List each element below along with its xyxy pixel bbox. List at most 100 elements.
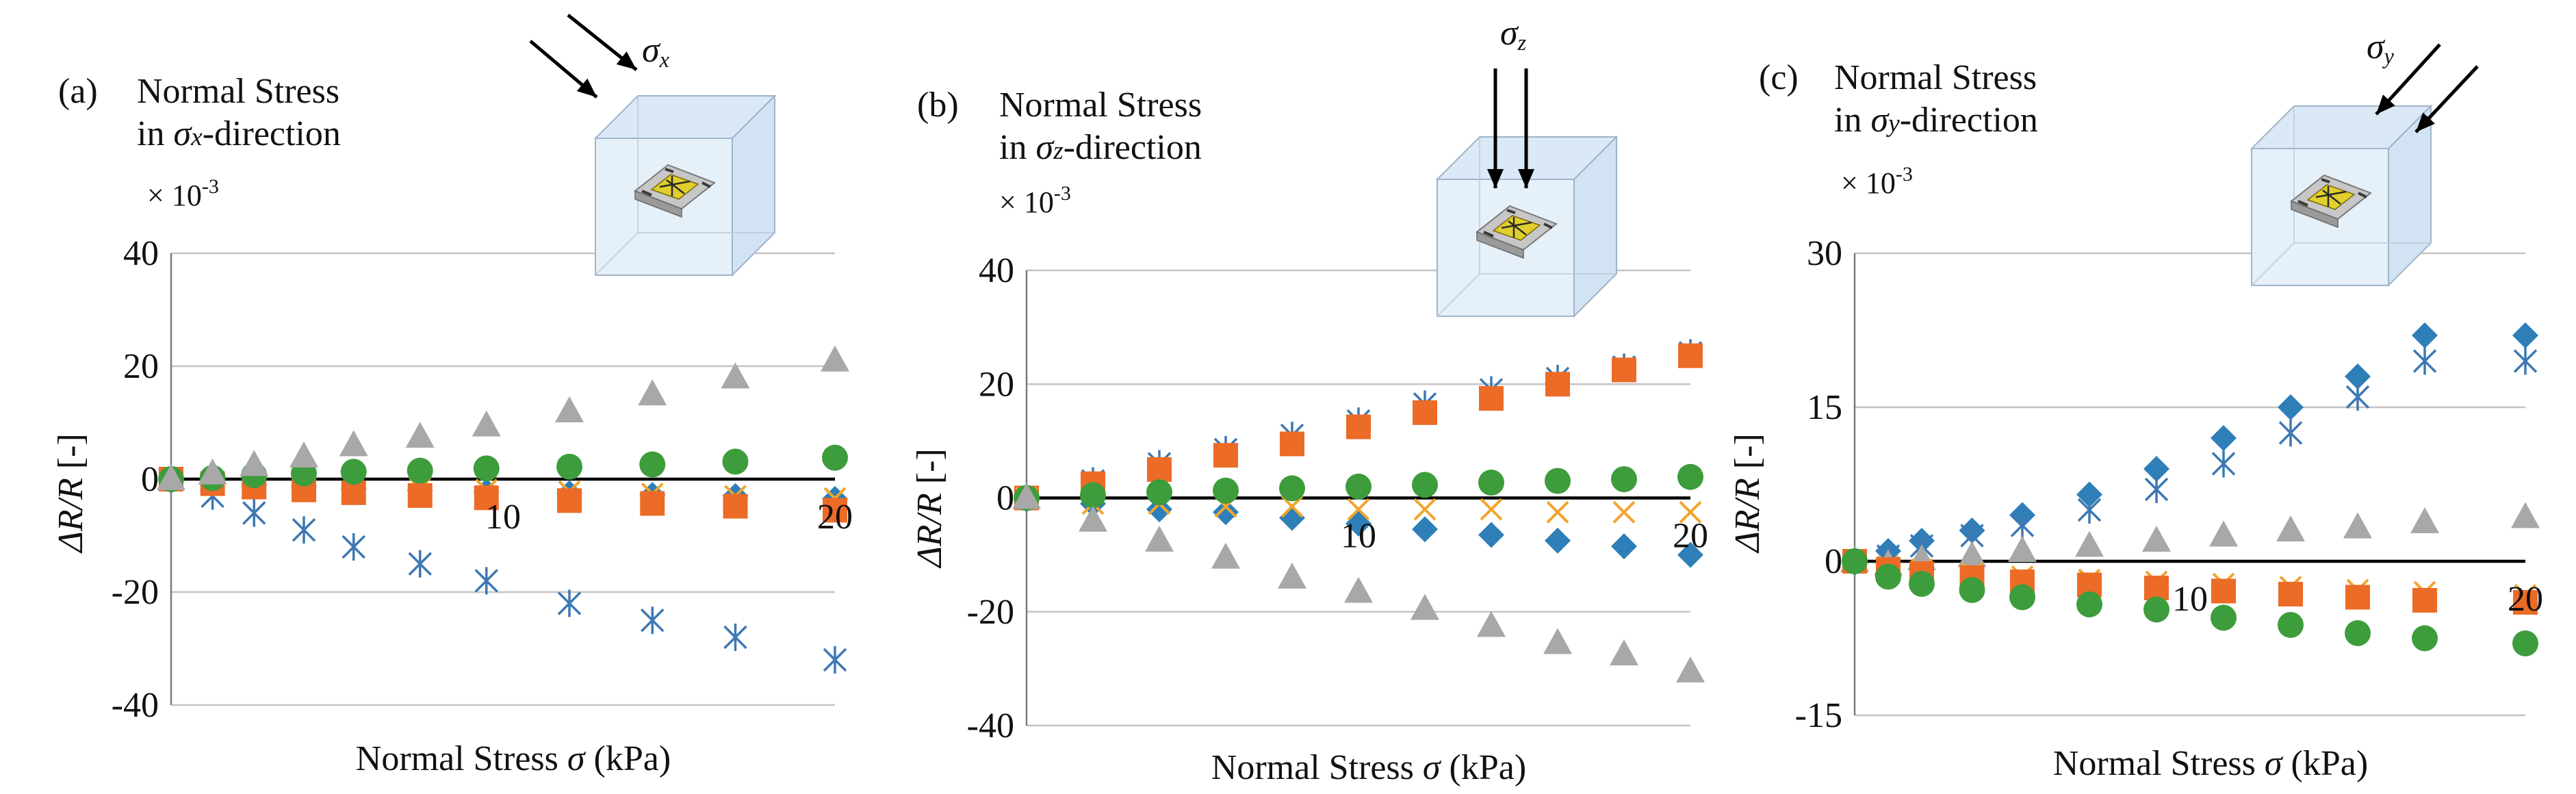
force-arrow-head (2416, 112, 2435, 132)
y-tick-label: 0 (996, 479, 1014, 518)
asterisk-marker (823, 646, 847, 674)
y-tick-label: -20 (112, 573, 159, 612)
asterisk-marker (557, 589, 582, 617)
square-marker (2345, 585, 2370, 610)
circle-marker (473, 455, 500, 482)
title-sigma: σ (1870, 101, 1890, 140)
title-suffix: -direction (203, 114, 341, 153)
circle-marker (639, 451, 666, 478)
xlabel-sigma: σ (1423, 748, 1442, 787)
y-tick-label: 0 (141, 460, 159, 499)
asterisk-marker (2278, 419, 2303, 447)
stress-symbol-sigma: σ (642, 31, 661, 70)
panel-title-line1: Normal Stress (137, 72, 339, 111)
square-marker (2412, 588, 2437, 613)
square-marker (407, 483, 433, 508)
asterisk-marker (242, 499, 266, 527)
multiplier-exponent: -3 (202, 175, 219, 198)
y-tick-label: 20 (979, 365, 1014, 404)
stress-symbol: σz (1500, 14, 1527, 55)
title-prefix: in (1834, 101, 1870, 140)
xlabel-prefix: Normal Stress (2053, 744, 2265, 783)
xlabel-sigma: σ (2265, 744, 2284, 783)
circle-marker (1279, 475, 1305, 502)
multiplier-base: × 10 (1841, 166, 1896, 200)
title-prefix: in (137, 114, 173, 153)
square-marker (2211, 578, 2236, 604)
y-tick-label: -15 (1795, 696, 1842, 735)
square-marker (823, 498, 847, 523)
circle-marker (1909, 571, 1935, 597)
triangle-marker (1477, 611, 1506, 637)
circle-marker (2278, 612, 2304, 638)
sensor-chip-edge (1476, 231, 1524, 259)
circle-marker (1677, 463, 1703, 490)
circle-marker (340, 459, 367, 485)
xlabel-prefix: Normal Stress (356, 739, 567, 778)
y-tick-label: 40 (123, 234, 159, 273)
axis-multiplier: × 10-3 (147, 175, 219, 212)
asterisk-marker (723, 624, 747, 651)
circle-marker (1080, 482, 1106, 509)
triangle-marker (2511, 502, 2540, 528)
asterisk-marker (342, 533, 365, 561)
y-tick-label: 15 (1807, 388, 1842, 427)
ylabel-unit: [-] (51, 433, 90, 478)
xlabel-suffix: (kPa) (585, 739, 671, 778)
circle-marker (407, 457, 433, 484)
x-tick-label: 10 (1341, 517, 1376, 556)
triangle-marker (2343, 512, 2372, 539)
triangle-marker (157, 464, 185, 490)
asterisk-marker (641, 606, 665, 635)
square-marker (1612, 357, 1636, 383)
asterisk-marker (2144, 476, 2169, 503)
square-marker (1213, 443, 1238, 468)
circle-marker (1875, 563, 1901, 590)
square-marker (2278, 582, 2303, 606)
y-tick-label: 30 (1807, 234, 1842, 273)
triangle-marker (1079, 505, 1107, 532)
stress-symbol-sigma: σ (2367, 27, 2386, 66)
triangle-marker (198, 458, 227, 485)
stress-symbol-subscript: x (659, 47, 670, 72)
y-tick-label: -40 (967, 706, 1014, 745)
force-arrow-head (2376, 94, 2395, 114)
triangle-marker (555, 396, 584, 422)
diamond-marker (2512, 322, 2538, 348)
circle-marker (1345, 473, 1371, 500)
cross-marker (1546, 500, 1569, 524)
circle-marker (822, 444, 848, 471)
diamond-marker (2412, 322, 2438, 348)
triangle-marker (2209, 520, 2238, 547)
square-marker (1147, 457, 1172, 482)
triangle-marker (2075, 530, 2104, 557)
square-marker (723, 494, 748, 519)
triangle-marker (2276, 515, 2305, 541)
title-subscript: x (190, 123, 203, 151)
multiplier-base: × 10 (147, 179, 202, 212)
circle-marker (1478, 470, 1504, 496)
triangle-marker (1278, 562, 1306, 589)
asterisk-marker (292, 516, 316, 544)
sensor-chip-contacts (641, 168, 711, 196)
diamond-marker (1611, 533, 1637, 560)
y-tick-label: -20 (967, 593, 1014, 632)
x-tick-label: 20 (2508, 580, 2543, 619)
asterisk-marker (2211, 450, 2236, 478)
y-tick-label: 20 (123, 347, 159, 386)
title-prefix: in (999, 128, 1035, 167)
square-marker (640, 491, 665, 516)
cross-marker (1413, 498, 1437, 521)
asterisk-marker (2345, 383, 2370, 411)
triangle-marker (1411, 593, 1439, 620)
triangle-marker (289, 441, 318, 468)
multiplier-exponent: -3 (1896, 163, 1913, 185)
circle-marker (1213, 477, 1239, 504)
series-circle (1014, 463, 1703, 511)
cube-hidden-edges (1437, 137, 1617, 317)
sensor-chip-edge (634, 190, 682, 218)
series-triangle (157, 345, 849, 490)
title-suffix: -direction (1900, 101, 2038, 140)
cross-marker (1347, 498, 1370, 521)
